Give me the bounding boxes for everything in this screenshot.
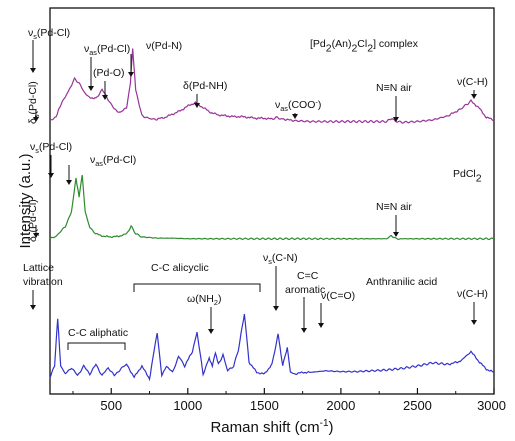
peak-annotation: N≡N air: [376, 201, 412, 213]
arrow-head: [301, 328, 307, 333]
peak-annotation: νas(Pd-Cl): [90, 154, 136, 168]
peak-annotation: C=C: [297, 270, 319, 282]
peak-annotation: ν(C=O): [321, 290, 355, 302]
arrow-head: [194, 103, 200, 108]
peak-annotation: ν(C-H): [457, 288, 488, 300]
x-tick-label: 1500: [250, 398, 279, 413]
peak-annotation: (Pd-O): [93, 67, 125, 79]
arrow-head: [471, 320, 477, 325]
series-label-complex: [Pd2(An)2Cl2] complex: [310, 38, 419, 55]
peak-annotation: vibration: [23, 276, 63, 288]
arrow-head: [66, 180, 72, 185]
peak-annotation: νs(C-N): [263, 252, 298, 266]
peak-annotation: νs(Pd-Cl): [30, 141, 72, 155]
series-line-pdcl2: [49, 175, 495, 241]
arrow-head: [128, 72, 134, 77]
arrow-head: [33, 117, 39, 122]
arrow-head: [30, 305, 36, 310]
peak-annotation: δ(Pd-NH): [183, 80, 227, 92]
peak-annotation: ω(NH2): [187, 293, 221, 307]
peak-annotation: δs(Pd-Cl): [27, 81, 41, 124]
arrow-head: [273, 306, 279, 311]
arrow-head: [102, 95, 108, 100]
arrow-head: [318, 323, 324, 328]
series-line-anthranilic: [49, 313, 495, 382]
arrow-head: [292, 114, 298, 119]
x-tick-label: 500: [100, 398, 122, 413]
peak-annotation: νas(Pd-Cl): [84, 43, 130, 57]
x-tick-label: 2500: [403, 398, 432, 413]
x-axis-label: Raman shift (cm-1): [210, 418, 333, 436]
y-axis-label: Intensity (a.u.): [17, 153, 34, 248]
arrow-head: [393, 117, 399, 122]
arrow-head: [393, 232, 399, 237]
peak-annotation: aromatic: [285, 284, 325, 296]
arrow-head: [208, 329, 214, 334]
arrow-head: [33, 233, 39, 238]
arrow-head: [471, 94, 477, 99]
plot-frame: [49, 7, 495, 395]
peak-annotation: C-C alicyclic: [151, 262, 209, 274]
bracket-alicyclic: [133, 283, 261, 292]
x-tick-label: 2000: [326, 398, 355, 413]
peak-annotation: ν(Pd-N): [146, 40, 182, 52]
x-tick-label: 3000: [477, 398, 506, 413]
peak-annotation: Lattice: [23, 262, 54, 274]
bracket-aliphatic: [67, 342, 126, 350]
peak-annotation: νs(Pd-Cl): [28, 27, 70, 41]
arrow-head: [30, 68, 36, 73]
series-line-complex: [49, 48, 495, 124]
peak-annotation: N≡N air: [376, 82, 412, 94]
peak-annotation: ν(C-H): [457, 76, 488, 88]
arrow-head: [48, 173, 54, 178]
series-label-pdcl2: PdCl2: [453, 168, 482, 185]
peak-annotation: νas(COO-): [275, 97, 321, 113]
arrow-head: [88, 86, 94, 91]
peak-annotation: C-C aliphatic: [68, 327, 128, 339]
series-label-anthranilic: Anthranilic acid: [366, 276, 437, 288]
x-tick-label: 1000: [173, 398, 202, 413]
